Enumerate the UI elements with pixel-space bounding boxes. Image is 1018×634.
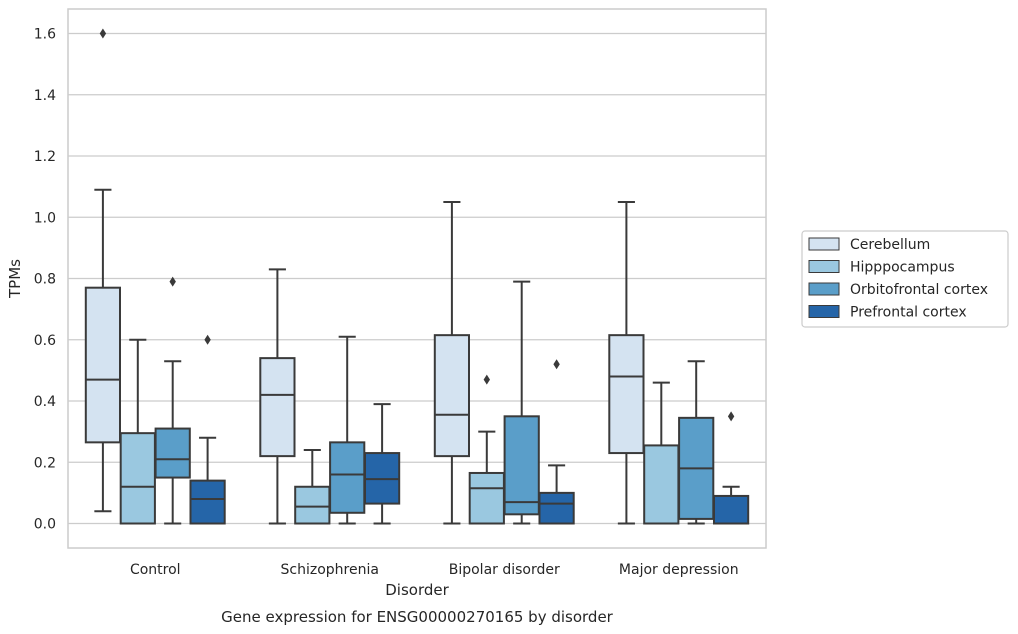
y-tick-label: 1.2	[34, 149, 56, 165]
box-iqr	[329, 441, 366, 514]
y-tick-label: 1.4	[34, 88, 56, 104]
outlier-point	[553, 359, 560, 370]
box-iqr	[259, 357, 296, 458]
y-tick-label: 0.4	[34, 394, 56, 410]
legend-label: Prefrontal cortex	[850, 305, 967, 321]
box-0-3	[189, 334, 226, 525]
x-tick-label: Control	[130, 562, 181, 578]
legend-label: Orbitofrontal cortex	[850, 282, 988, 298]
box-iqr	[468, 471, 505, 525]
y-tick-label: 0.8	[34, 272, 56, 288]
y-tick-label: 0.0	[34, 517, 56, 533]
legend-label: Cerebellum	[850, 237, 930, 253]
legend-swatch	[808, 282, 840, 296]
y-tick-label: 0.6	[34, 333, 56, 349]
y-tick-label: 1.6	[34, 27, 56, 43]
legend-swatch	[808, 260, 840, 273]
box-3-0	[608, 200, 645, 525]
box-1-3	[363, 403, 401, 525]
box-iqr	[643, 444, 680, 525]
outlier-point	[169, 276, 176, 287]
outlier-point	[727, 411, 735, 422]
box-3-2	[678, 360, 715, 525]
box-iqr	[538, 491, 575, 525]
legend-label: Hipppocampus	[850, 260, 955, 276]
box-1-0	[259, 268, 296, 525]
x-axis-ticks: Control Schizophrenia Bipolar disorder Majo…	[130, 562, 739, 578]
box-iqr	[189, 479, 226, 525]
box-iqr	[712, 494, 750, 525]
outlier-point	[99, 28, 107, 39]
outlier-point	[483, 374, 490, 385]
box-3-1	[643, 381, 680, 525]
box-2-3	[538, 359, 575, 525]
box-3-3	[712, 411, 750, 525]
box-2-1	[468, 374, 505, 525]
box-0-0	[84, 28, 122, 513]
y-tick-label: 0.2	[34, 455, 56, 471]
chart-caption: Gene expression for ENSG00000270165 by d…	[221, 608, 614, 626]
y-axis-label: TPMs	[6, 259, 24, 299]
box-iqr	[294, 485, 331, 525]
box-1-1	[294, 449, 331, 525]
y-axis-ticks: 0.0 0.2 0.4 0.6 0.8 1.0 1.2 1.4 1.6	[34, 27, 56, 533]
y-tick-label: 1.0	[34, 210, 56, 226]
box-iqr	[154, 427, 191, 479]
box-0-1	[119, 338, 156, 525]
x-tick-label: Major depression	[619, 562, 739, 578]
box-iqr	[433, 334, 471, 458]
x-tick-label: Bipolar disorder	[449, 562, 560, 578]
box-2-0	[433, 200, 471, 525]
box-iqr	[119, 432, 156, 525]
box-iqr	[84, 286, 122, 444]
plot-frame	[67, 8, 767, 549]
x-axis-label: Disorder	[385, 581, 449, 599]
box-groups	[84, 28, 750, 525]
legend-swatch	[808, 237, 840, 251]
box-iqr	[608, 334, 645, 455]
outlier-point	[204, 334, 211, 345]
box-iqr	[503, 415, 540, 516]
box-1-2	[329, 335, 366, 525]
legend-frame	[801, 230, 1009, 328]
legend-swatch	[808, 305, 840, 318]
x-tick-label: Schizophrenia	[281, 562, 379, 578]
legend: Cerebellum Hipppocampus Orbitofrontal cort…	[801, 230, 1009, 328]
box-2-2	[503, 280, 540, 525]
box-0-2	[154, 276, 191, 525]
